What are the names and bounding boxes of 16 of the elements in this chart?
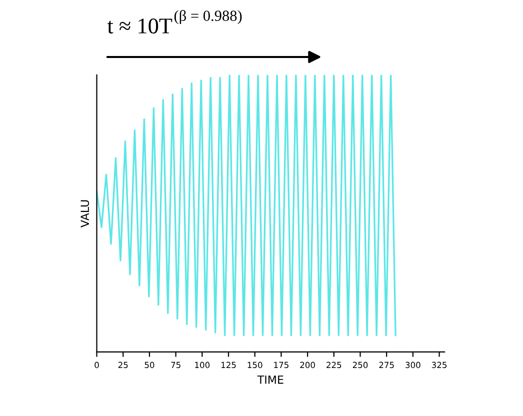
- x-tick-label: 100: [195, 362, 210, 368]
- x-tick-label: 200: [300, 362, 315, 368]
- x-tick-label: 225: [326, 362, 342, 368]
- y-axis-title: VALU: [80, 200, 90, 228]
- x-tick-label: 175: [274, 362, 288, 368]
- x-tick-label: 150: [248, 362, 262, 368]
- x-tick-label: 125: [221, 362, 236, 368]
- x-tick-label: 75: [171, 362, 180, 368]
- x-tick-label: 50: [144, 362, 154, 368]
- x-tick-label: 300: [406, 362, 420, 368]
- x-axis-title: TIME: [257, 376, 284, 384]
- x-tick-label: 0: [94, 362, 99, 368]
- x-tick-label: 275: [379, 362, 394, 368]
- x-tick-label: 250: [352, 362, 368, 368]
- x-tick-label: 25: [118, 362, 128, 368]
- x-tick-label: 325: [432, 362, 447, 368]
